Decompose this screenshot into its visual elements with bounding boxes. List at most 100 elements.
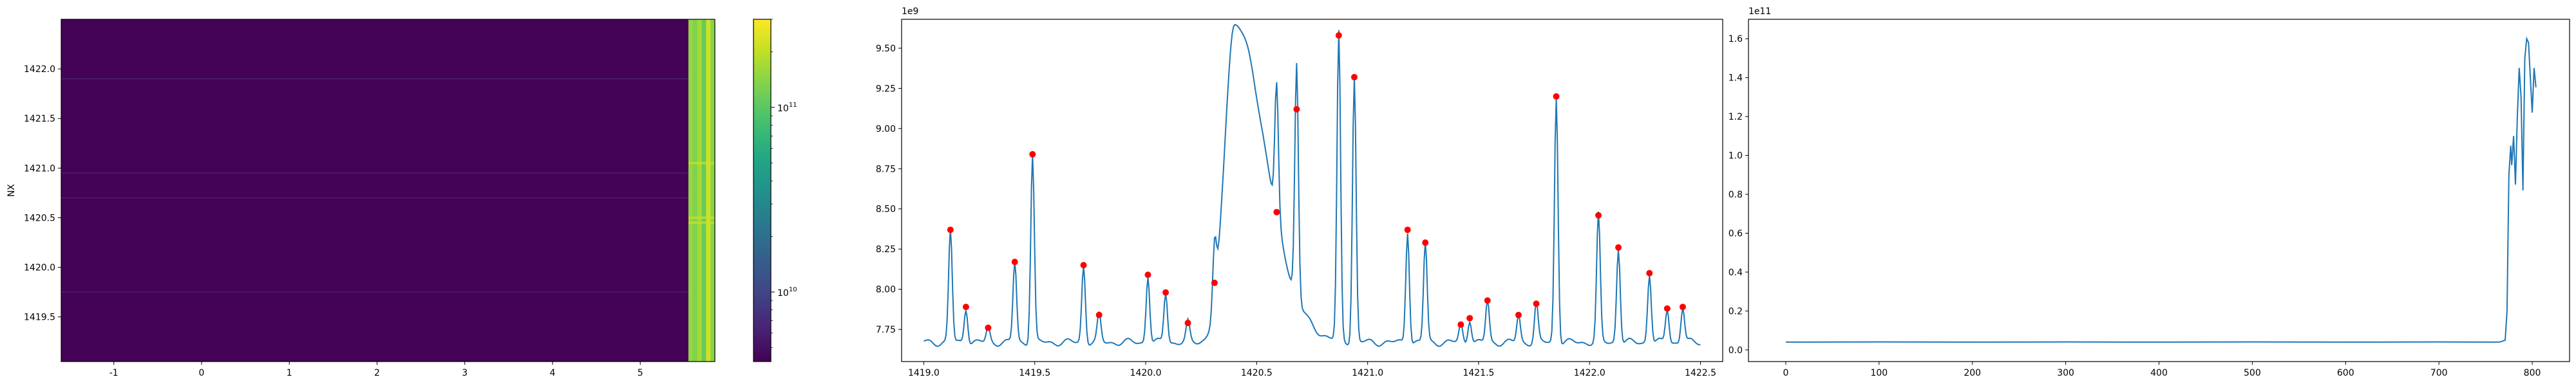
heatmap-bright-column — [710, 19, 715, 362]
spectrum-x-tick-label: 1420.5 — [1241, 368, 1273, 378]
peak-marker — [947, 226, 954, 234]
series-x-tick-label: 600 — [2337, 368, 2354, 378]
heatmap-bright-column — [706, 19, 711, 362]
colorbar-tick-exponent: 10 — [789, 286, 797, 293]
peak-marker — [1484, 297, 1491, 304]
heatmap-x-tick-label: 1 — [287, 368, 292, 378]
peak-marker — [1080, 262, 1087, 269]
heatmap-bright-band — [688, 216, 715, 219]
spectrum-x-ticks: 1419.0 1419.5 1420.0 1420.5 1421.0 1421.5 1422… — [908, 362, 1716, 378]
colorbar-frame — [753, 19, 772, 362]
peak-marker — [1457, 321, 1464, 328]
heatmap-x-tick-label: 2 — [374, 368, 380, 378]
heatmap-y-tick-label: 1420.5 — [24, 213, 55, 223]
series-y-tick-label: 0.0 — [1728, 345, 1743, 356]
spectrum-x-tick-label: 1419.5 — [1019, 368, 1050, 378]
colorbar-tick-base: 10 — [777, 104, 789, 114]
heatmap-y-tick-label: 1421.0 — [24, 163, 55, 174]
series-x-tick-label: 400 — [2150, 368, 2168, 378]
heatmap-x-tick-label: 5 — [638, 368, 643, 378]
peak-marker — [1144, 271, 1151, 279]
peak-marker — [1646, 270, 1653, 277]
peak-marker — [985, 324, 992, 331]
peak-marker — [1422, 239, 1429, 246]
peak-marker — [1273, 208, 1280, 216]
series-y-tick-label: 1.0 — [1728, 151, 1743, 161]
series-y-ticks: 0.0 0.2 0.4 0.6 0.8 1.0 1.2 1.4 1.6 — [1728, 34, 1748, 356]
series-y-tick-label: 0.2 — [1728, 306, 1743, 317]
series-y-tick-label: 1.6 — [1728, 34, 1743, 44]
series-x-tick-label: 500 — [2244, 368, 2261, 378]
series-y-tick-label: 0.4 — [1728, 268, 1743, 278]
heatmap-dark-region — [61, 19, 689, 362]
heatmap-bright-column — [688, 19, 694, 362]
series-plot-area — [1785, 36, 2537, 343]
spectrum-y-tick-label: 8.75 — [876, 164, 896, 174]
peak-marker — [1679, 304, 1686, 311]
heatmap-bright-column — [697, 19, 703, 362]
series-line — [1785, 36, 2537, 343]
heatmap-y-axis-label: NX — [6, 184, 17, 197]
heatmap-x-tick-label: 4 — [549, 368, 555, 378]
spectrum-y-tick-label: 7.75 — [876, 325, 896, 335]
series-x-tick-label: 300 — [2057, 368, 2074, 378]
spectrum-y-tick-label: 9.25 — [876, 84, 896, 94]
peak-marker — [1663, 305, 1671, 312]
spectrum-panel: 1419.0 1419.5 1420.0 1420.5 1421.0 1421.5 1422… — [876, 6, 1723, 378]
spectrum-plot-area — [923, 24, 1701, 347]
series-y-tick-label: 0.6 — [1728, 229, 1743, 239]
peak-marker — [1404, 226, 1411, 234]
spectrum-y-tick-label: 8.00 — [876, 285, 896, 295]
peak-marker — [1095, 311, 1103, 318]
series-y-tick-label: 0.8 — [1728, 190, 1743, 200]
series-axes-frame — [1748, 19, 2570, 362]
heatmap-bright-band — [688, 161, 715, 165]
spectrum-axes-frame — [901, 19, 1723, 362]
colorbar-gradient — [753, 19, 771, 362]
peak-marker — [1515, 311, 1522, 318]
heatmap-panel: -1 0 1 2 3 4 5 1419.51420.01420.51421.01421.51… — [6, 19, 715, 378]
heatmap-axes-frame — [61, 19, 715, 362]
spectrum-x-tick-label: 1422.5 — [1685, 368, 1716, 378]
spectrum-y-tick-label: 8.25 — [876, 244, 896, 255]
colorbar-tick-base: 10 — [777, 288, 789, 299]
series-x-tick-label: 100 — [1870, 368, 1888, 378]
heatmap-y-tick-label: 1419.5 — [24, 313, 55, 323]
peak-marker — [1011, 259, 1018, 266]
peak-marker — [1029, 151, 1036, 158]
heatmap-bright-column — [692, 19, 698, 362]
spectrum-x-tick-label: 1421.5 — [1463, 368, 1494, 378]
series-x-tick-label: 800 — [2524, 368, 2541, 378]
peak-marker — [1466, 315, 1473, 322]
heatmap-x-tick-label: 3 — [462, 368, 468, 378]
peak-marker — [1615, 244, 1622, 251]
peak-marker — [1211, 279, 1218, 286]
heatmap-y-tick-label: 1422.0 — [24, 64, 55, 75]
heatmap-x-tick-label: -1 — [109, 368, 118, 378]
spectrum-y-tick-label: 9.50 — [876, 44, 896, 54]
spectrum-exponent-label: 1e9 — [902, 6, 918, 17]
series-y-tick-label: 1.4 — [1728, 73, 1743, 84]
heatmap-y-ticks: 1419.5 1420.0 1420.5 1421.0 1421.5 1422.0 — [24, 64, 61, 323]
heatmap-image — [61, 19, 715, 362]
series-x-tick-label: 700 — [2430, 368, 2448, 378]
spectrum-y-tick-label: 9.00 — [876, 124, 896, 134]
spectrum-line — [923, 24, 1701, 347]
heatmap-y-tick-label: 1421.5 — [24, 114, 55, 124]
series-x-ticks: 0 100 200 300 400 500 600 700 800 — [1783, 362, 2541, 378]
peak-marker — [1595, 212, 1602, 219]
spectrum-y-tick-label: 8.50 — [876, 205, 896, 215]
spectrum-x-tick-label: 1421.0 — [1352, 368, 1383, 378]
series-exponent-label: 1e11 — [1748, 6, 1771, 17]
heatmap-x-tick-label: 0 — [199, 368, 205, 378]
series-panel: 0 100 200 300 400 500 600 700 800 0.00.20.40.60.… — [1728, 6, 2570, 378]
spectrum-x-tick-label: 1419.0 — [908, 368, 940, 378]
peak-marker — [1184, 320, 1191, 327]
series-x-tick-label: 200 — [1964, 368, 1981, 378]
spectrum-y-ticks: 7.75 8.00 8.25 8.50 8.75 9.00 9.25 9.50 — [876, 44, 902, 335]
colorbar-tick-label: 1011 — [777, 102, 797, 114]
spectrum-x-tick-label: 1422.0 — [1574, 368, 1605, 378]
